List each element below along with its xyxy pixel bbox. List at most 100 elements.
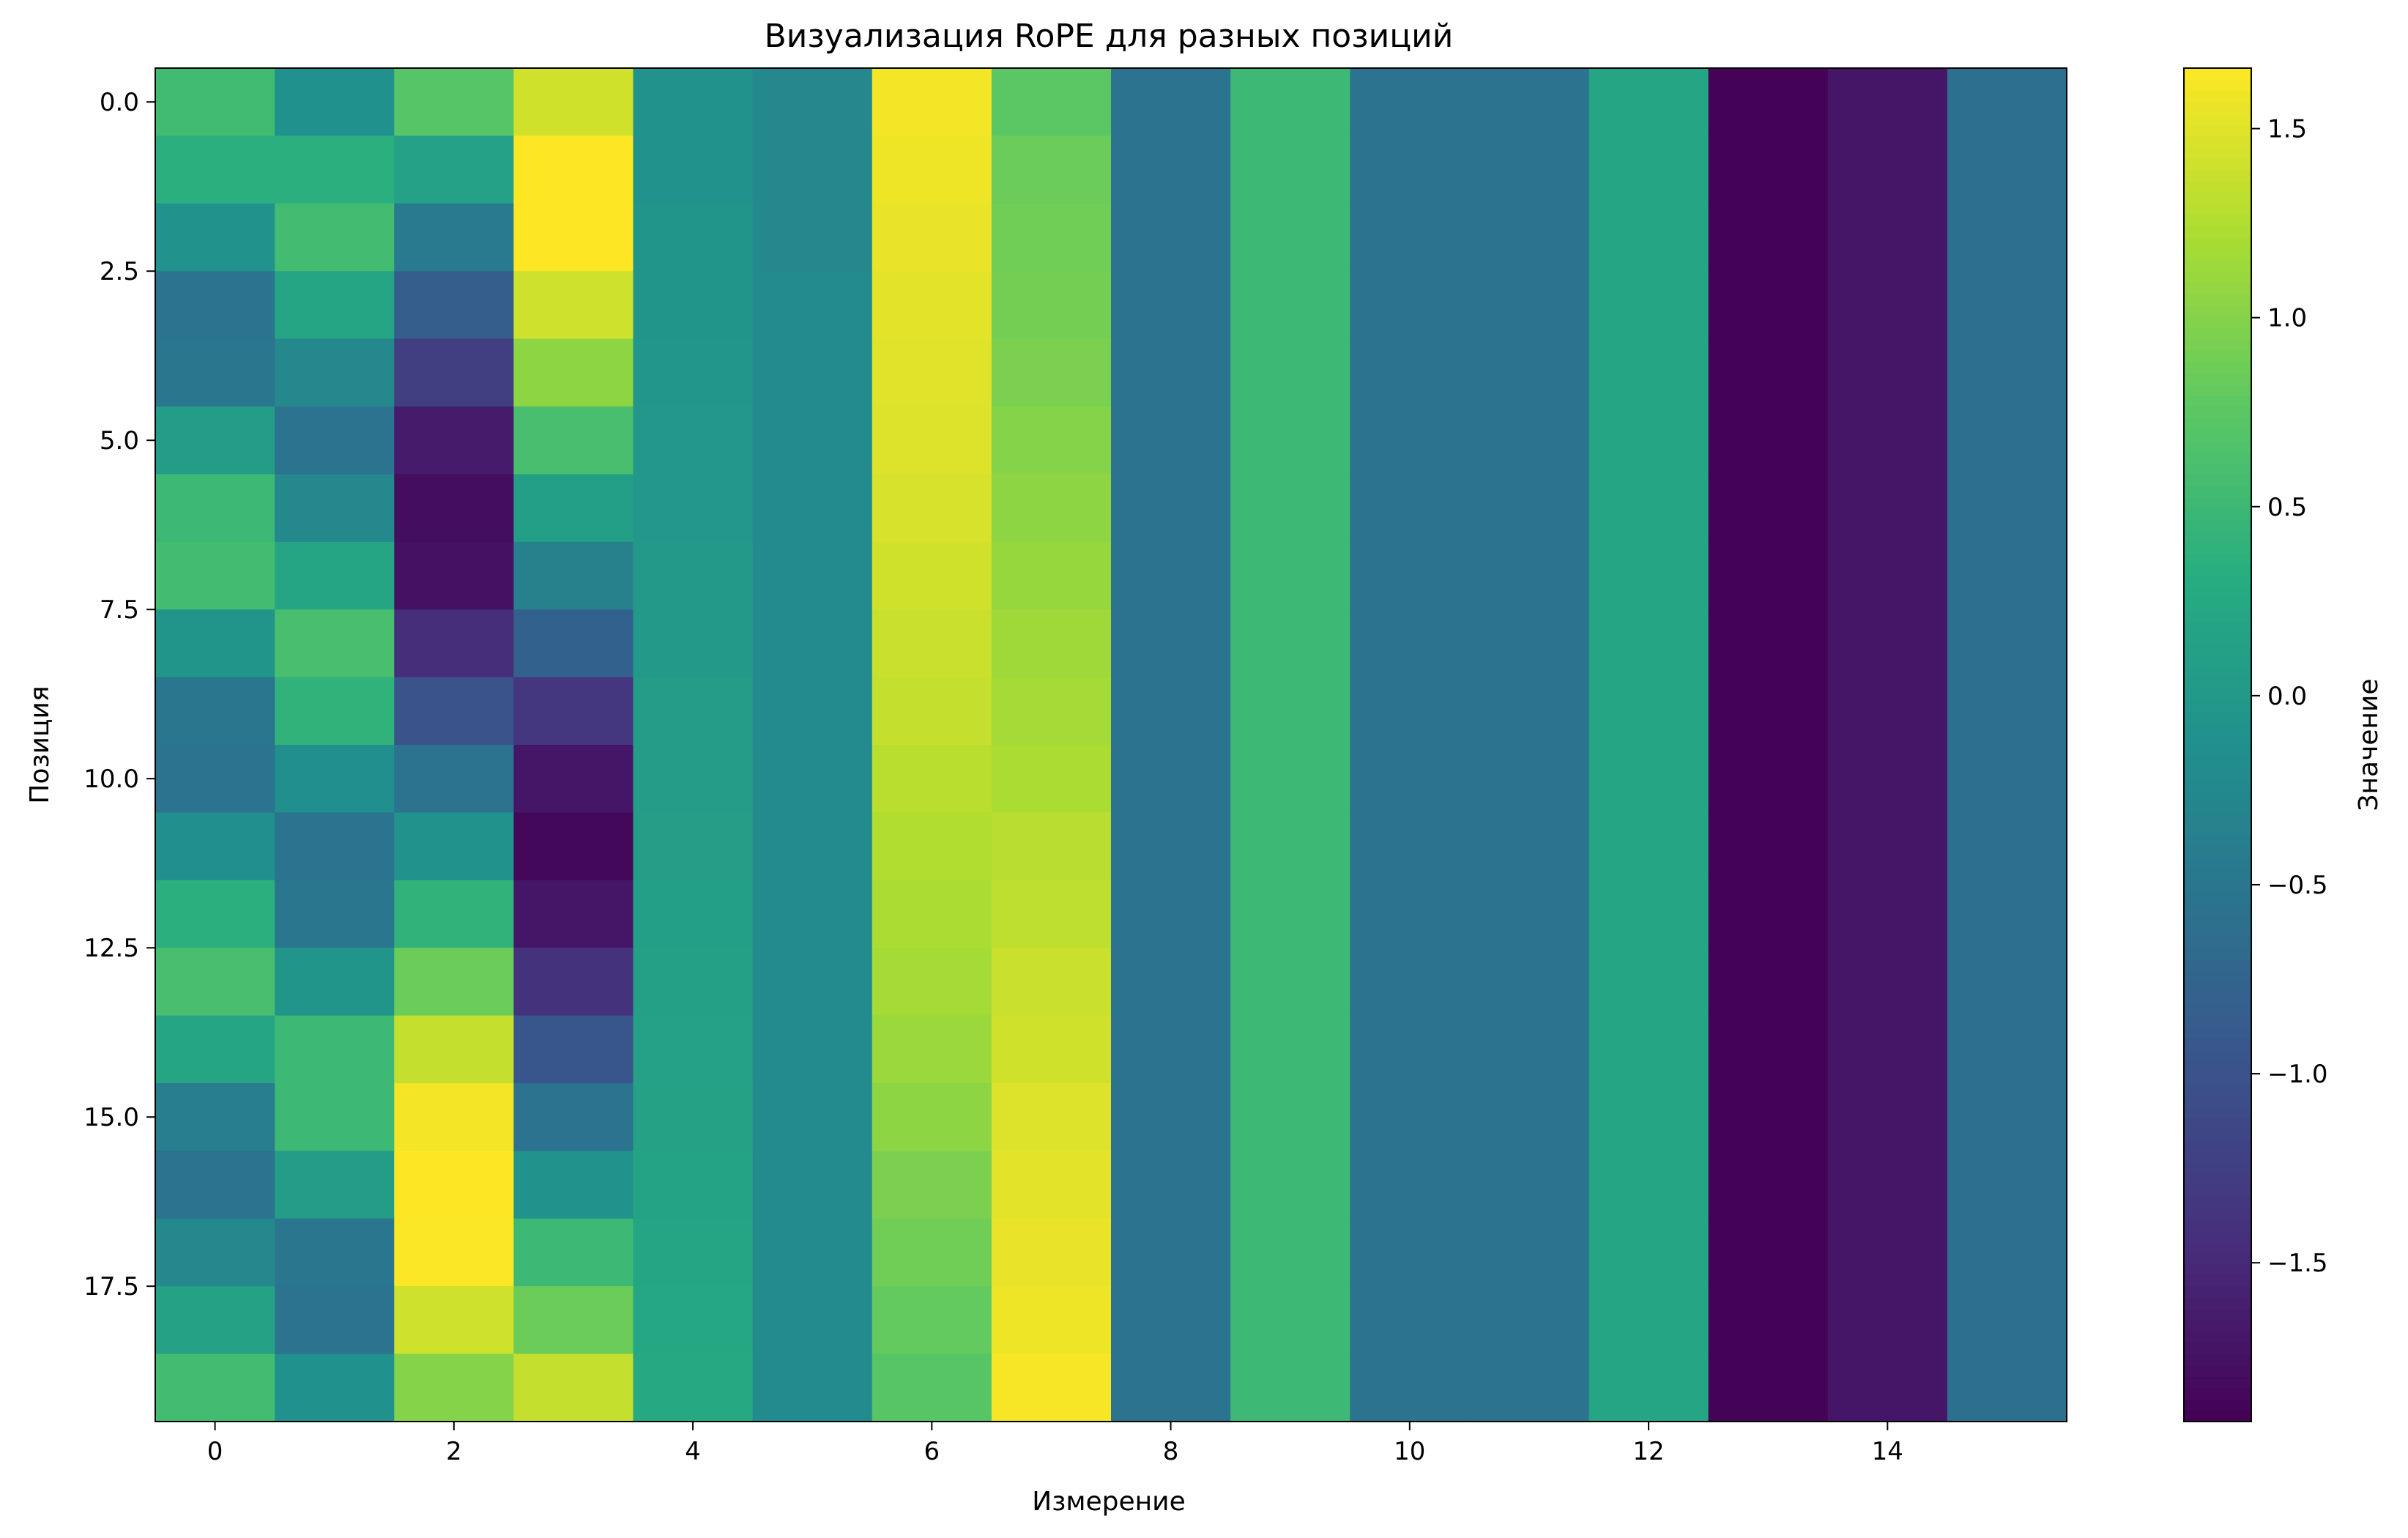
heatmap-cell [1588,812,1709,881]
heatmap-cell [394,1015,514,1084]
heatmap-cell [991,1151,1112,1219]
colorbar-segment [2184,632,2251,644]
heatmap-cell [872,1218,992,1287]
heatmap-cell [1708,1353,1829,1422]
heatmap-cell [872,880,992,948]
heatmap-cell [275,68,395,136]
heatmap-cell [394,474,514,543]
colorbar-segment [2184,259,2251,272]
heatmap-cell [513,1083,634,1151]
heatmap-cell [872,203,992,272]
heatmap-cell [275,338,395,407]
heatmap-cell [155,1015,275,1084]
heatmap-cell [633,68,754,136]
heatmap-cell [1947,1353,2067,1422]
colorbar-segment [2184,880,2251,892]
colorbar-segment [2184,992,2251,1005]
heatmap-cell [1230,812,1350,881]
colorbar-segment [2184,654,2251,666]
colorbar-segment [2184,350,2251,363]
colorbar-segment [2184,406,2251,419]
heatmap-cell [155,677,275,746]
heatmap-cell [1708,609,1829,678]
heatmap-cell [1588,880,1709,948]
heatmap-cell [1350,745,1470,813]
heatmap-cell [155,1286,275,1355]
heatmap-cell [1827,135,1948,204]
heatmap-cell [752,880,873,948]
heatmap-cell [1469,203,1590,272]
colorbar-segment [2184,948,2251,960]
heatmap-cell [1469,406,1590,475]
colorbar-segment [2184,1196,2251,1208]
colorbar-segment [2184,428,2251,441]
heatmap-cell [752,338,873,407]
colorbar-frame [2183,67,2252,1422]
heatmap-cell [1708,474,1829,543]
x-tick-label: 0 [207,1437,223,1466]
colorbar-segment [2184,1038,2251,1050]
heatmap-cell [1827,948,1948,1017]
heatmap-cell [155,1353,275,1422]
heatmap-cell [991,271,1112,340]
colorbar-segment [2184,1230,2251,1242]
heatmap-cell [633,474,754,543]
y-tick-label: 15.0 [83,1103,139,1132]
heatmap-cell [275,677,395,746]
x-tick-label: 12 [1632,1437,1664,1466]
heatmap-cell [1230,948,1350,1017]
heatmap-cell [991,745,1112,813]
heatmap-cell [513,677,634,746]
colorbar-segment [2184,1105,2251,1118]
colorbar-segment [2184,79,2251,92]
colorbar-segment [2184,1399,2251,1411]
heatmap-cell [1350,1015,1470,1084]
y-tick-label: 12.5 [83,934,139,963]
x-axis-label: Измерение [1032,1487,1185,1517]
heatmap-cell [394,338,514,407]
heatmap-cell [1588,1151,1709,1219]
colorbar-segment [2184,1083,2251,1096]
heatmap-cell [633,203,754,272]
heatmap-cell [513,1151,634,1219]
heatmap-cell [1827,406,1948,475]
heatmap-cell [1588,745,1709,813]
heatmap-cell [633,677,754,746]
y-tick-label: 0.0 [100,88,139,117]
heatmap-cell [752,745,873,813]
colorbar-segment [2184,914,2251,926]
heatmap-cell [513,1286,634,1355]
heatmap-cell [513,948,634,1017]
heatmap-cell [1588,541,1709,610]
heatmap-cell [991,677,1112,746]
heatmap-cell [394,609,514,678]
heatmap-cell [1469,677,1590,746]
heatmap-cell [872,1083,992,1151]
heatmap-cell [1708,948,1829,1017]
heatmap-cell [275,1015,395,1084]
heatmap-cell [1947,271,2067,340]
heatmap-cell [394,677,514,746]
heatmap-cell [275,406,395,475]
heatmap-cell [633,745,754,813]
colorbar-segment [2184,1331,2251,1343]
colorbar-segment [2184,530,2251,543]
x-tick-label: 4 [685,1437,701,1466]
heatmap-cell [1708,1151,1829,1219]
heatmap-cell [1111,203,1231,272]
heatmap-cell [513,406,634,475]
heatmap-cell [1469,745,1590,813]
heatmap-cell [1947,68,2067,136]
heatmap-cell [394,135,514,204]
colorbar-segment [2184,384,2251,396]
heatmap-cell [513,271,634,340]
heatmap-cell [991,812,1112,881]
heatmap-cell [1469,271,1590,340]
colorbar-segment [2184,1094,2251,1107]
heatmap-cell [1111,406,1231,475]
colorbar-segment [2184,959,2251,971]
colorbar-segment [2184,102,2251,114]
heatmap-cell [1350,135,1470,204]
heatmap-cell [394,1286,514,1355]
heatmap-cell [1230,271,1350,340]
